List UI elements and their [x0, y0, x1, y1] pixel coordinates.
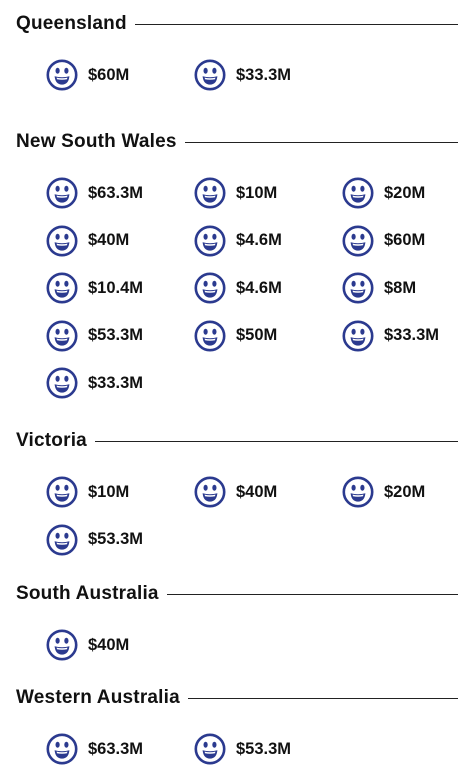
funding-amount: $10.4M [88, 279, 143, 298]
funding-amount: $53.3M [88, 530, 143, 549]
smiling-face-icon [46, 476, 78, 508]
region-header: New South Wales [0, 130, 474, 154]
funding-amount: $33.3M [236, 66, 291, 85]
funding-amount: $53.3M [88, 326, 143, 345]
funding-item: $63.3M [46, 176, 143, 210]
smiling-face-icon [342, 320, 374, 352]
smiling-face-icon [194, 476, 226, 508]
smiling-face-icon [194, 320, 226, 352]
region-section: Queensland $60M $33.3M [0, 12, 474, 36]
smiling-face-icon [342, 272, 374, 304]
funding-item: $63.3M [46, 732, 143, 766]
funding-amount: $63.3M [88, 740, 143, 759]
funding-amount: $10M [88, 483, 129, 502]
funding-amount: $63.3M [88, 184, 143, 203]
smiling-face-icon [46, 59, 78, 91]
funding-amount: $40M [88, 231, 129, 250]
region-title: South Australia [16, 582, 167, 606]
funding-amount: $50M [236, 326, 277, 345]
funding-amount: $60M [88, 66, 129, 85]
funding-item: $8M [342, 271, 416, 305]
funding-item: $53.3M [46, 523, 143, 557]
funding-item: $4.6M [194, 271, 282, 305]
funding-amount: $40M [236, 483, 277, 502]
smiling-face-icon [46, 177, 78, 209]
funding-item: $10.4M [46, 271, 143, 305]
funding-amount: $33.3M [88, 374, 143, 393]
funding-amount: $53.3M [236, 740, 291, 759]
smiling-face-icon [46, 733, 78, 765]
smiling-face-icon [46, 225, 78, 257]
smiling-face-icon [46, 320, 78, 352]
region-header: Victoria [0, 429, 474, 453]
funding-item: $4.6M [194, 224, 282, 258]
region-title: Victoria [16, 429, 95, 453]
region-section: South Australia $40M [0, 582, 474, 606]
funding-amount: $4.6M [236, 279, 282, 298]
funding-item: $20M [342, 176, 425, 210]
smiling-face-icon [46, 629, 78, 661]
region-header: South Australia [0, 582, 474, 606]
funding-amount: $8M [384, 279, 416, 298]
smiling-face-icon [194, 177, 226, 209]
smiling-face-icon [342, 177, 374, 209]
smiling-face-icon [194, 733, 226, 765]
region-section: Victoria $10M $40M $20M $53.3M [0, 429, 474, 453]
funding-item: $40M [194, 475, 277, 509]
smiling-face-icon [46, 272, 78, 304]
funding-item: $10M [46, 475, 129, 509]
region-section: New South Wales $63.3M $10M $20M $40M $4.6M $6… [0, 130, 474, 154]
funding-item: $40M [46, 224, 129, 258]
funding-item: $10M [194, 176, 277, 210]
smiling-face-icon [46, 524, 78, 556]
region-header: Queensland [0, 12, 474, 36]
smiling-face-icon [194, 225, 226, 257]
smiling-face-icon [194, 272, 226, 304]
funding-amount: $4.6M [236, 231, 282, 250]
funding-amount: $33.3M [384, 326, 439, 345]
funding-item: $33.3M [46, 366, 143, 400]
funding-item: $53.3M [194, 732, 291, 766]
funding-amount: $10M [236, 184, 277, 203]
funding-item: $50M [194, 319, 277, 353]
funding-item: $33.3M [194, 58, 291, 92]
funding-item: $53.3M [46, 319, 143, 353]
smiling-face-icon [342, 225, 374, 257]
funding-amount: $60M [384, 231, 425, 250]
funding-amount: $20M [384, 483, 425, 502]
funding-amount: $20M [384, 184, 425, 203]
region-title: Queensland [16, 12, 135, 36]
smiling-face-icon [194, 59, 226, 91]
funding-item: $33.3M [342, 319, 439, 353]
region-title: New South Wales [16, 130, 185, 154]
region-title: Western Australia [16, 686, 188, 710]
region-header: Western Australia [0, 686, 474, 710]
smiling-face-icon [342, 476, 374, 508]
smiling-face-icon [46, 367, 78, 399]
region-section: Western Australia $63.3M $53.3M [0, 686, 474, 710]
funding-item: $20M [342, 475, 425, 509]
funding-item: $40M [46, 628, 129, 662]
funding-amount: $40M [88, 636, 129, 655]
funding-item: $60M [342, 224, 425, 258]
funding-item: $60M [46, 58, 129, 92]
